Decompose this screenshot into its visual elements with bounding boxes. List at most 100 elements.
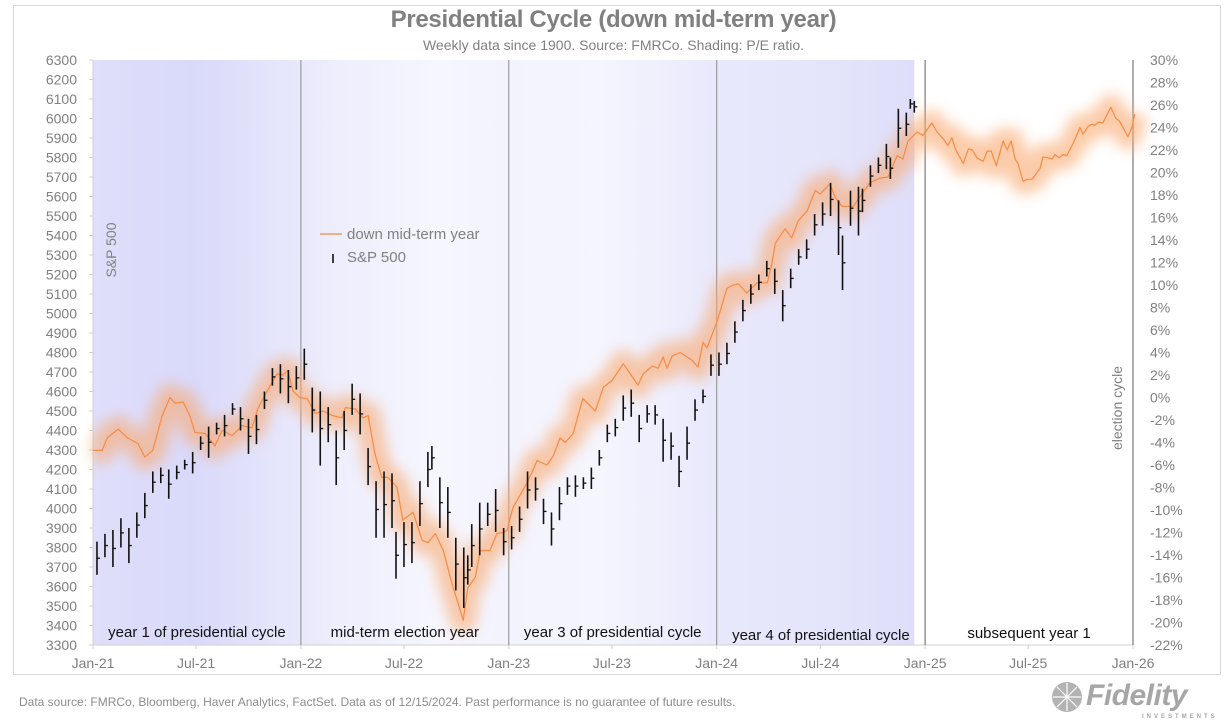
sp500-bar <box>861 188 866 213</box>
logo-wordmark: Fidelity <box>1086 679 1188 712</box>
sp500-bar <box>765 260 770 277</box>
sp500-bar <box>646 405 651 423</box>
right-tick-label: 28% <box>1150 75 1178 91</box>
sp500-bar <box>455 537 459 591</box>
sp500-bar <box>255 414 260 445</box>
left-tick-label: 4100 <box>46 481 77 497</box>
x-tick-label: Jul-23 <box>593 655 631 671</box>
right-tick-label: 20% <box>1150 165 1178 181</box>
left-tick-label: 5900 <box>46 130 77 146</box>
phase-label: subsequent year 1 <box>967 625 1090 642</box>
right-tick-label: -4% <box>1150 435 1175 451</box>
sp500-bar <box>383 471 388 538</box>
phase-label: year 4 of presidential cycle <box>732 627 910 644</box>
left-tick-label: 3400 <box>46 618 77 634</box>
sp500-bar <box>598 450 603 466</box>
sp500-bar <box>542 498 547 525</box>
sp500-bar <box>630 389 635 417</box>
left-tick-label: 3900 <box>46 520 77 536</box>
sp500-bar <box>829 182 834 216</box>
sp500-bar <box>885 143 890 170</box>
sp500-bar <box>311 387 316 433</box>
sp500-bar <box>702 389 706 404</box>
pe-shading-band <box>93 60 915 645</box>
chart-labels: 6300 6200 6100 6000 5900 5800 5700 5600 5500 5400… <box>46 52 1183 671</box>
sp500-bar <box>403 522 407 567</box>
sp500-bar <box>247 418 252 454</box>
sp500-bar <box>837 200 842 255</box>
chart-frame <box>13 5 1221 675</box>
sp500-bar <box>271 368 276 386</box>
sp500-bar <box>470 524 475 567</box>
x-tick-label: Jan-26 <box>1112 655 1155 671</box>
chart-subtitle: Weekly data since 1900. Source: FMRCo. S… <box>422 37 805 53</box>
sp500-bar <box>821 202 826 226</box>
sp500-bar <box>805 239 810 259</box>
right-tick-label: -14% <box>1150 547 1183 563</box>
sp500-bar <box>419 481 423 527</box>
sp500-bar <box>411 522 415 564</box>
legend-sp500-label: S&P 500 <box>347 249 406 266</box>
left-tick-label: 5700 <box>46 169 77 185</box>
left-tick-label: 5600 <box>46 189 77 205</box>
sp500-bar <box>670 432 675 460</box>
right-tick-label: -18% <box>1150 592 1183 608</box>
sp500-bar <box>295 366 300 390</box>
left-tick-label: 3600 <box>46 579 77 595</box>
right-tick-label: 18% <box>1150 187 1178 203</box>
sp500-bar <box>614 418 619 437</box>
sp500-bar <box>781 290 786 322</box>
cycle-line <box>93 106 1136 621</box>
sp500-bar <box>905 112 910 137</box>
left-tick-label: 3700 <box>46 559 77 575</box>
sp500-bar <box>797 249 802 265</box>
sp500-bar <box>439 477 443 528</box>
sp500-bar <box>375 481 380 538</box>
sp500-series <box>96 99 918 608</box>
logo-subtitle: INVESTMENTS <box>1142 714 1218 720</box>
sp500-bar <box>175 465 180 480</box>
left-axis-title: S&P 500 <box>103 222 119 277</box>
sp500-bar <box>327 407 332 443</box>
x-tick-label: Jul-21 <box>177 655 215 671</box>
sp500-bar <box>510 526 515 550</box>
right-tick-label: 30% <box>1150 52 1178 68</box>
sp500-bar <box>239 407 244 431</box>
sp500-bar <box>726 342 730 365</box>
right-tick-label: -22% <box>1150 637 1183 653</box>
sp500-bar <box>813 214 818 236</box>
sp500-bar <box>167 469 172 499</box>
sp500-bar <box>526 471 531 509</box>
sp500-bar <box>534 477 539 501</box>
sp500-bar <box>718 352 722 376</box>
sp500-bar <box>909 99 914 109</box>
sp500-bar <box>215 422 220 435</box>
sp500-bar <box>136 512 140 538</box>
sp500-bar <box>351 383 356 415</box>
right-tick-label: -16% <box>1150 570 1183 586</box>
left-tick-label: 6200 <box>46 72 77 88</box>
x-tick-label: Jan-22 <box>279 655 322 671</box>
left-tick-label: 4600 <box>46 384 77 400</box>
footer-note: Data source: FMRCo, Bloomberg, Haver Ana… <box>19 695 736 709</box>
left-tick-label: 4800 <box>46 345 77 361</box>
sp500-bar <box>494 489 499 532</box>
left-tick-label: 6000 <box>46 111 77 127</box>
sp500-bar <box>638 414 643 443</box>
sp500-bar <box>849 190 854 226</box>
sp500-bar <box>710 354 714 376</box>
sp500-bar <box>223 414 228 437</box>
x-tick-label: Jan-21 <box>72 655 115 671</box>
sp500-bar <box>183 459 188 470</box>
right-tick-label: -20% <box>1150 615 1183 631</box>
x-tick-label: Jan-24 <box>695 655 738 671</box>
phase-label: mid-term election year <box>331 624 479 641</box>
sp500-bar <box>897 108 902 148</box>
left-tick-label: 3500 <box>46 598 77 614</box>
sp500-bar <box>841 235 846 291</box>
phase-label: year 3 of presidential cycle <box>524 624 702 641</box>
left-tick-label: 5500 <box>46 208 77 224</box>
sp500-bar <box>889 157 894 179</box>
sp500-bar <box>319 391 324 466</box>
